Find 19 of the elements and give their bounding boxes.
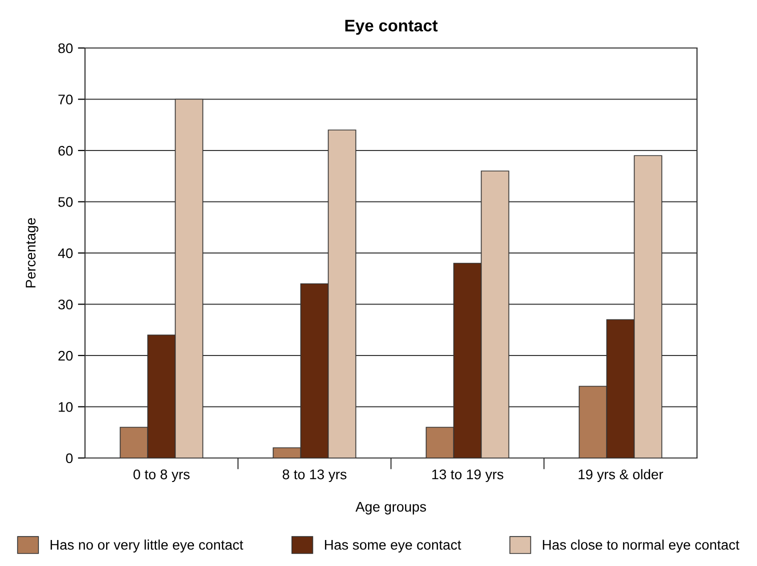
- x-tick-label: 8 to 13 yrs: [282, 469, 346, 482]
- y-tick-label: 30: [58, 300, 73, 310]
- x-tick-label: 13 to 19 yrs: [432, 469, 504, 482]
- chart-title: Eye contact: [345, 20, 438, 35]
- y-axis-title: Percentage: [26, 218, 38, 288]
- y-tick-label: 40: [58, 248, 73, 258]
- legend-label: Has close to normal eye contact: [542, 540, 740, 552]
- y-tick-label: 60: [58, 146, 73, 156]
- legend-label: Has no or very little eye contact: [50, 540, 244, 552]
- x-tick-label: 19 yrs & older: [578, 469, 664, 482]
- y-tick-label: 80: [58, 43, 73, 54]
- x-axis-title: Age groups: [356, 502, 426, 514]
- y-tick-label: 70: [58, 94, 73, 104]
- y-tick-label: 10: [58, 402, 73, 412]
- y-tick-label: 0: [66, 453, 73, 464]
- y-tick-label: 50: [58, 197, 73, 207]
- x-tick-label: 0 to 8 yrs: [133, 469, 190, 482]
- y-tick-label: 20: [58, 350, 73, 361]
- legend-label: Has some eye contact: [324, 540, 462, 552]
